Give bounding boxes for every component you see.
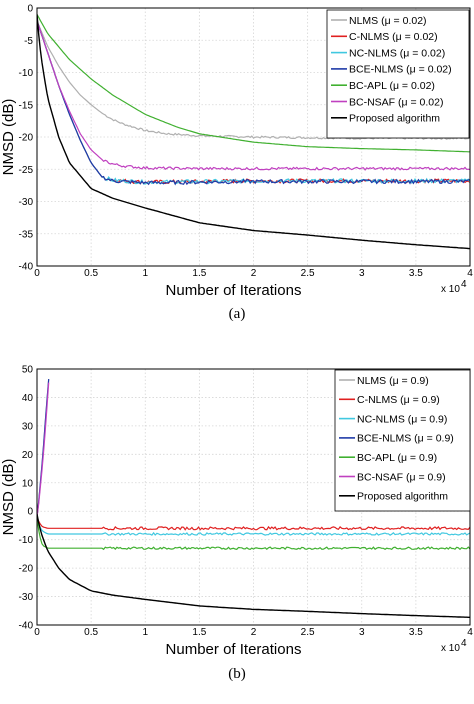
series-line — [37, 516, 470, 531]
legend: NLMS (μ = 0.9) C-NLMS (μ = 0.9) NC-NLMS (μ… — [334, 369, 471, 512]
x-tick-label: 2.5 — [301, 627, 315, 638]
x-tick-label: 1.5 — [192, 268, 206, 279]
legend-box — [326, 9, 470, 139]
series-line — [37, 516, 470, 551]
y-tick-label: -15 — [19, 100, 34, 111]
y-tick-label: -10 — [19, 68, 34, 79]
y-tick-label: 20 — [22, 450, 34, 461]
x-tick-label: 3 — [359, 268, 365, 279]
y-axis-label: NMSD (dB) — [0, 99, 17, 176]
series-line — [37, 382, 50, 517]
chart-panel-a: 0 0.5 1 1.5 2 2.5 3 3.5 4 0 -5 -10 -15 -20 -25 -30 -35 -4… — [0, 4, 473, 323]
y-tick-label: -20 — [19, 133, 34, 144]
x-tick-label: 2 — [251, 627, 257, 638]
legend-entry: Proposed algorithm — [357, 491, 448, 503]
y-axis-label: NMSD (dB) — [0, 459, 17, 536]
legend-entry: NLMS (μ = 0.9) — [357, 375, 429, 387]
legend-entry: BC-APL (μ = 0.9) — [357, 452, 437, 464]
x-tick-label: 1.5 — [192, 627, 206, 638]
legend-entry: Proposed algorithm — [349, 113, 440, 125]
x-axis-label: Number of Iterations — [166, 641, 302, 658]
y-tick-label: -25 — [19, 165, 34, 176]
legend-entry: C-NLMS (μ = 0.02) — [349, 31, 438, 43]
chart-panel-b: 0 0.5 1 1.5 2 2.5 3 3.5 4 50 40 30 20 10 0 -10 -20 -30 -40… — [0, 365, 473, 683]
x-axis-label: Number of Iterations — [166, 282, 302, 299]
series-line — [37, 20, 470, 186]
legend-entry: BCE-NLMS (μ = 0.02) — [349, 64, 452, 76]
y-tick-label: -30 — [19, 197, 34, 208]
y-tick-label: -10 — [19, 535, 34, 546]
y-tick-label: 40 — [22, 393, 34, 404]
legend: NLMS (μ = 0.02) C-NLMS (μ = 0.02) NC-NLMS … — [326, 9, 470, 139]
legend-entry: NC-NLMS (μ = 0.9) — [357, 413, 447, 425]
x-multiplier-label: x 10 — [441, 284, 460, 295]
x-tick-label: 0.5 — [84, 268, 98, 279]
x-tick-label: 1 — [142, 268, 148, 279]
series-line — [37, 516, 470, 536]
y-tick-label: 0 — [27, 4, 33, 15]
series-line — [37, 14, 470, 250]
series-line — [37, 20, 470, 171]
x-tick-label: 2 — [251, 268, 257, 279]
x-tick-label: 0 — [34, 627, 40, 638]
x-tick-label: 2.5 — [301, 268, 315, 279]
legend-entry: NLMS (μ = 0.02) — [349, 15, 427, 27]
x-tick-label: 0.5 — [84, 627, 98, 638]
series-line — [37, 14, 470, 153]
y-tick-label: -20 — [19, 564, 34, 575]
y-tick-label: -35 — [19, 229, 34, 240]
y-tick-label: 0 — [27, 507, 33, 518]
legend-entry: BC-APL (μ = 0.02) — [349, 80, 435, 92]
legend-entry: BC-NSAF (μ = 0.9) — [357, 471, 446, 483]
y-tick-label: -30 — [19, 592, 34, 603]
legend-box — [334, 369, 471, 512]
x-tick-label: 1 — [142, 627, 148, 638]
legend-entry: BCE-NLMS (μ = 0.9) — [357, 433, 454, 445]
y-tick-label: -40 — [19, 262, 34, 273]
figure-caption: (b) — [228, 666, 246, 682]
y-tick-label: 30 — [22, 421, 34, 432]
x-tick-label: 4 — [467, 268, 473, 279]
legend-entry: BC-NSAF (μ = 0.02) — [349, 96, 443, 108]
x-tick-label: 4 — [467, 627, 473, 638]
x-tick-label: 3 — [359, 627, 365, 638]
x-multiplier-label: x 10 — [441, 643, 460, 654]
y-tick-label: -5 — [24, 36, 33, 47]
x-tick-label: 3.5 — [409, 627, 423, 638]
series-group — [37, 379, 470, 618]
y-tick-label: 10 — [22, 478, 34, 489]
axes-frame — [36, 7, 471, 267]
legend-entry: C-NLMS (μ = 0.9) — [357, 394, 440, 406]
figure-caption: (a) — [229, 306, 246, 322]
x-multiplier-exponent: 4 — [461, 279, 467, 290]
legend-entry: NC-NLMS (μ = 0.02) — [349, 47, 445, 59]
y-tick-label: 50 — [22, 365, 34, 376]
x-multiplier-exponent: 4 — [461, 638, 467, 649]
x-tick-label: 3.5 — [409, 268, 423, 279]
y-tick-label: -40 — [19, 621, 34, 632]
x-tick-label: 0 — [34, 268, 40, 279]
series-line — [37, 513, 470, 618]
